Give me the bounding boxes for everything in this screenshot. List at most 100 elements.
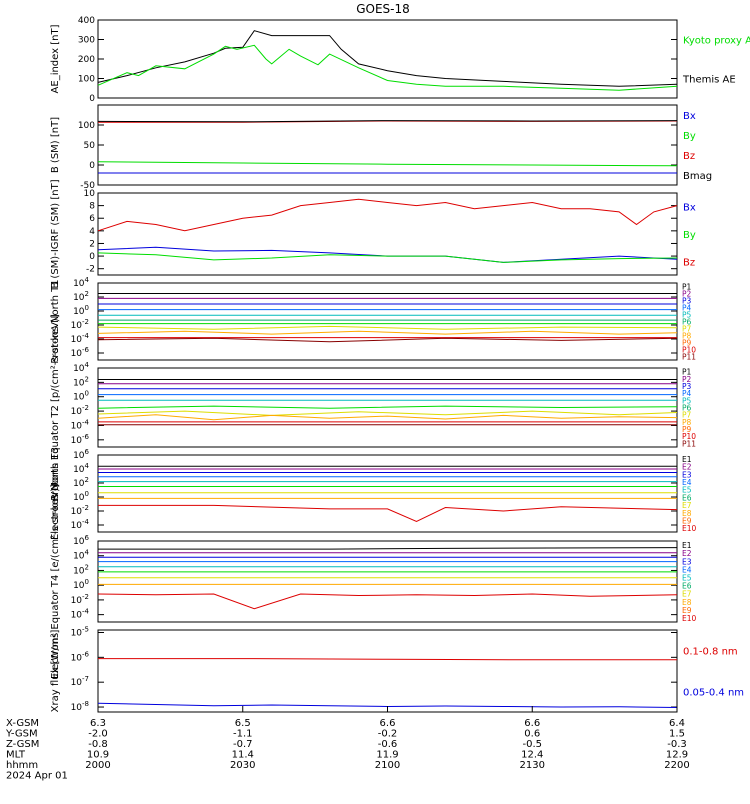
y-tick-label: 102 [73,476,89,489]
y-tick-label: 0 [89,161,95,171]
x-tick-label: -0.3 [667,739,687,750]
x-tick-label: -2.0 [88,729,108,740]
series-line-bmag [97,120,678,123]
y-tick-label: 2 [89,239,95,249]
legend-entry: E10 [682,524,697,533]
panel-3: 10 8 6 4 2 0 -2 B (SM)-IGRF (SM) [nT] Bx By Bz [50,179,696,288]
y-axis-label: Electrons North T3 [50,447,61,540]
panel-frame [97,19,678,99]
legend-entry: P3 [682,297,692,306]
y-tick-label: 100 [78,75,95,85]
x-row-label: MLT [6,750,26,761]
x-tick-label: 10.9 [87,750,109,761]
legend: Kyoto proxy AE Themis AE [682,36,750,86]
y-axis-label: B (SM)-IGRF (SM) [nT] [50,179,61,288]
x-tick-label: 2000 [85,760,110,771]
x-tick-label: 0.6 [524,729,540,740]
x-row-label: X-GSM [6,718,39,729]
x-tick-label: 6.4 [669,718,685,729]
legend-entry: P1 [682,283,692,292]
series-line-themis-ae [97,30,678,87]
y-tick-label: 100 [73,578,89,591]
y-tick-label: 10-4 [71,518,90,531]
y-tick-label: 106 [73,534,89,547]
y-axis-label: Electrons Equator T4 [e/(cm²-s-sr-keV)] [50,484,61,679]
x-tick-label: -1.1 [233,729,253,740]
legend-entry: P2 [682,375,692,384]
y-tick-label: 106 [73,448,89,461]
legend-entry: P6 [682,318,692,327]
y-axis-label: AE_index [nT] [50,24,61,93]
x-tick-label: 12.4 [521,750,543,761]
y-tick-label: 10-2 [71,404,89,417]
legend-entry: P3 [682,382,692,391]
y-tick-label: 102 [73,375,89,388]
y-tick-label: 10-4 [71,332,90,345]
series-line-e1 [98,547,678,550]
y-tick-label: -2 [86,265,95,275]
series-line-p6 [97,405,678,409]
legend-entry: E4 [682,565,692,574]
legend-entry: E4 [682,478,692,487]
legend: Bx By Bz Bmag [683,111,712,182]
y-tick-label: 100 [78,121,95,131]
series-line-e9 [98,504,678,523]
legend-entry: Bz [683,151,695,162]
series-line-by [97,161,678,167]
x-tick-label: 2030 [230,760,255,771]
y-tick-label: 4 [89,227,95,237]
x-tick-label: 6.3 [90,718,106,729]
y-tick-label: 104 [73,276,89,289]
x-tick-label: -0.6 [378,739,398,750]
legend-entry: Bx [683,203,696,214]
y-tick-label: 10-7 [71,675,89,688]
legend-entry: By [683,131,696,142]
legend-entry: P5 [682,311,692,320]
legend-entry: E8 [682,509,692,518]
legend-entry: E3 [682,470,692,479]
x-tick-label: 12.9 [666,750,688,761]
panel-frame [97,629,678,713]
panel-frame [97,282,678,361]
legend-entry: E9 [682,606,692,615]
panel-frame [97,454,678,533]
legend: Bx By Bz [683,203,696,269]
x-row-label: 2024 Apr 01 [6,771,68,782]
y-tick-label: 0 [89,252,95,262]
legend-entry: P10 [682,432,696,441]
x-tick-label: 11.4 [232,750,254,761]
y-tick-label: 102 [73,290,89,303]
legend-entry: P4 [682,304,692,313]
x-tick-label: 2130 [520,760,545,771]
series-line-p8 [97,414,678,421]
legend-entry: Themis AE [682,75,736,86]
legend-entry: Kyoto proxy AE [683,36,750,47]
panel-frame [97,367,678,448]
legend-entry: P1 [682,368,692,377]
legend-entry: P9 [682,339,692,348]
legend-entry: E6 [682,493,692,502]
series-line-by [97,252,678,263]
legend-entry: P5 [682,396,692,405]
y-tick-label: 10-4 [71,608,90,621]
legend-entry: E10 [682,614,697,623]
legend-entry: P8 [682,332,692,341]
legend-entry: E7 [682,590,692,599]
legend-entry: P11 [682,439,696,448]
y-tick-label: 104 [73,462,89,475]
y-tick-label: 10-5 [71,625,89,638]
y-tick-label: 102 [73,563,89,576]
series-line-bx [97,246,678,263]
legend-entry: E8 [682,598,692,607]
x-tick-label: -0.8 [88,739,108,750]
x-tick-label: 6.6 [380,718,396,729]
panel-frame [97,192,678,276]
legend-entry: Bmag [683,171,712,182]
